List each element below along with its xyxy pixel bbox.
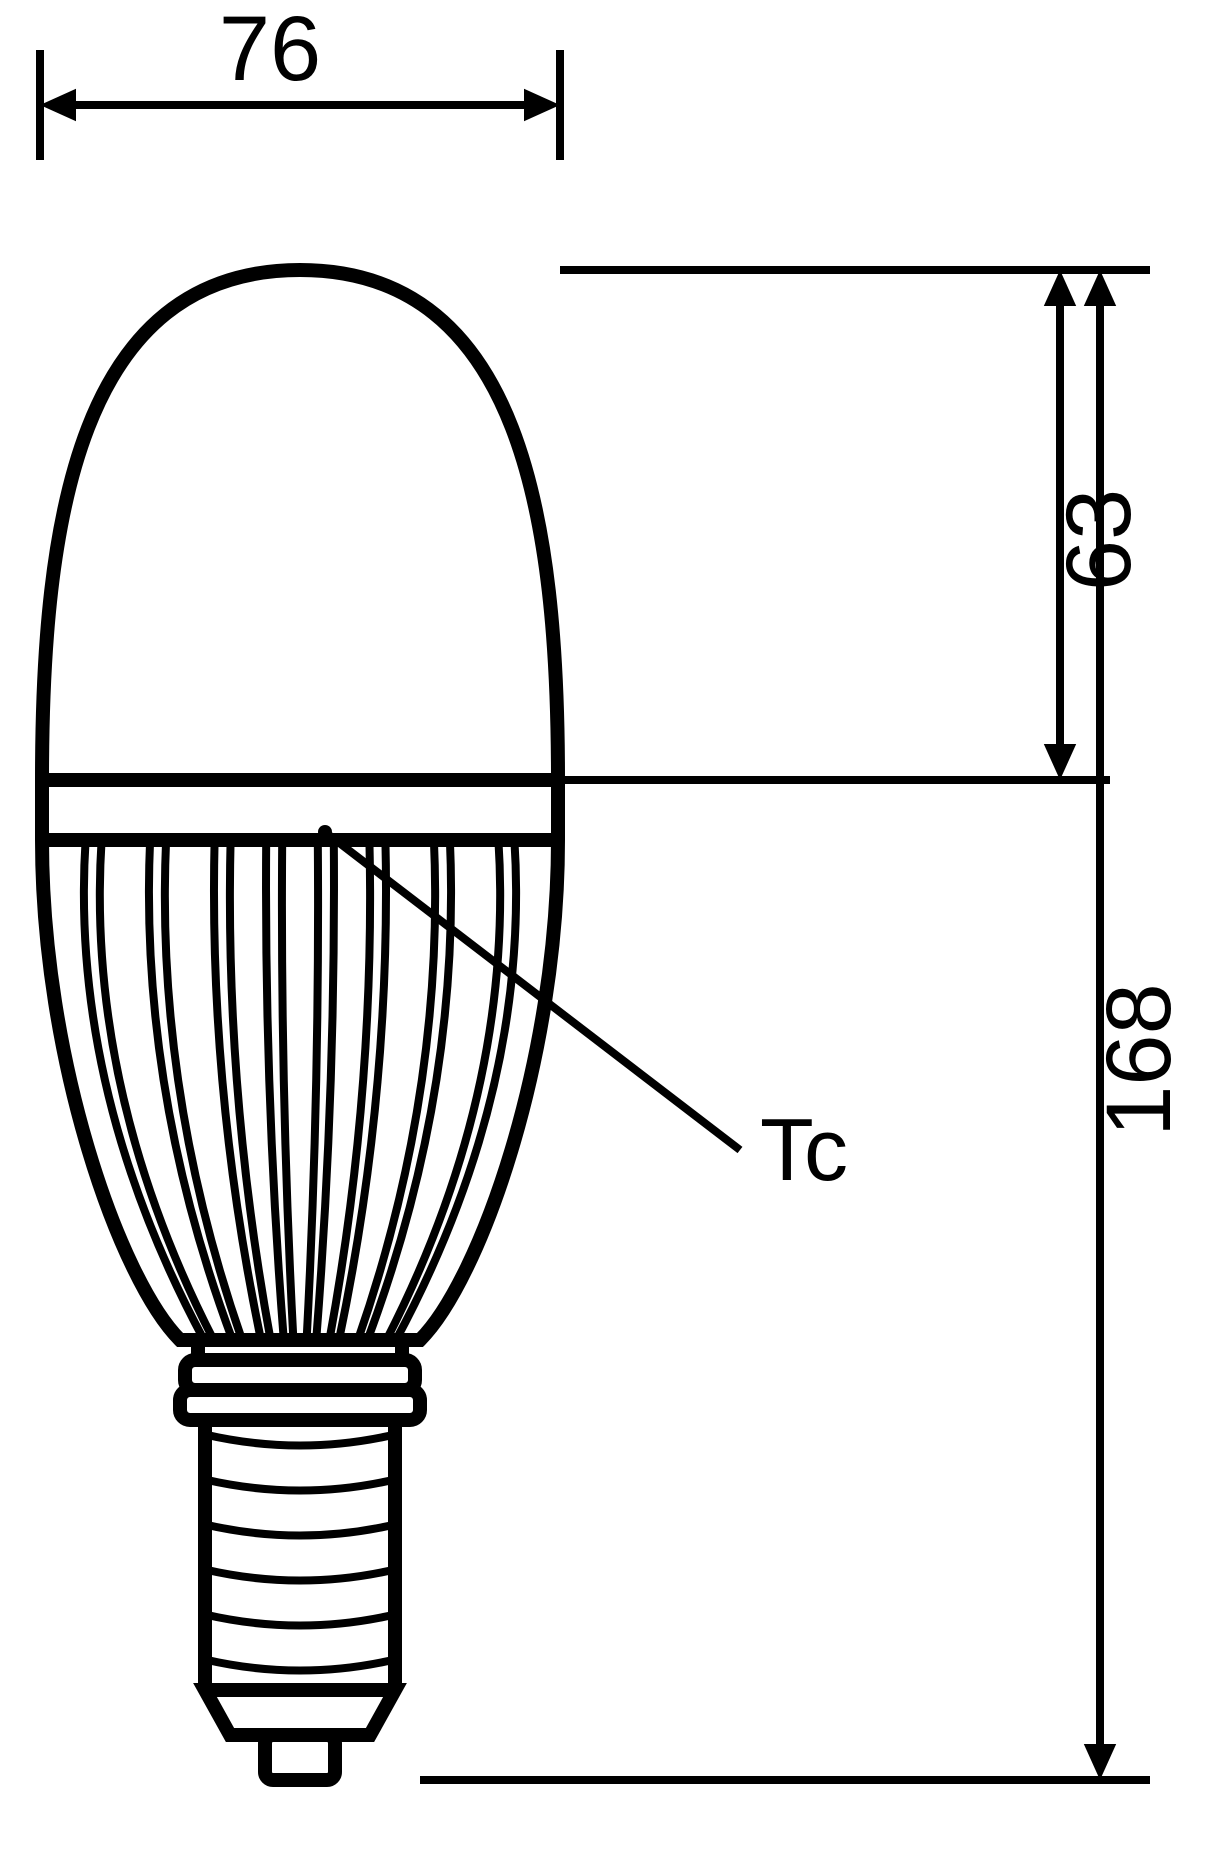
dimension-height-63: 63 [560,270,1150,780]
dimension-height-total-value: 168 [1088,983,1190,1137]
bulb-technical-drawing: 76 63 168 Tc [0,0,1214,1872]
dimension-width-76: 76 [40,0,560,160]
diagram-container: 76 63 168 Tc [0,0,1214,1872]
tc-label: Tc [760,1100,848,1199]
bulb-outline [42,270,558,1340]
screw-base [180,1340,420,1780]
dimension-width-value: 76 [219,0,321,100]
